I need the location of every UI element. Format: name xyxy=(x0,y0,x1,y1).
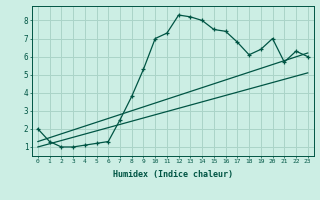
X-axis label: Humidex (Indice chaleur): Humidex (Indice chaleur) xyxy=(113,170,233,179)
